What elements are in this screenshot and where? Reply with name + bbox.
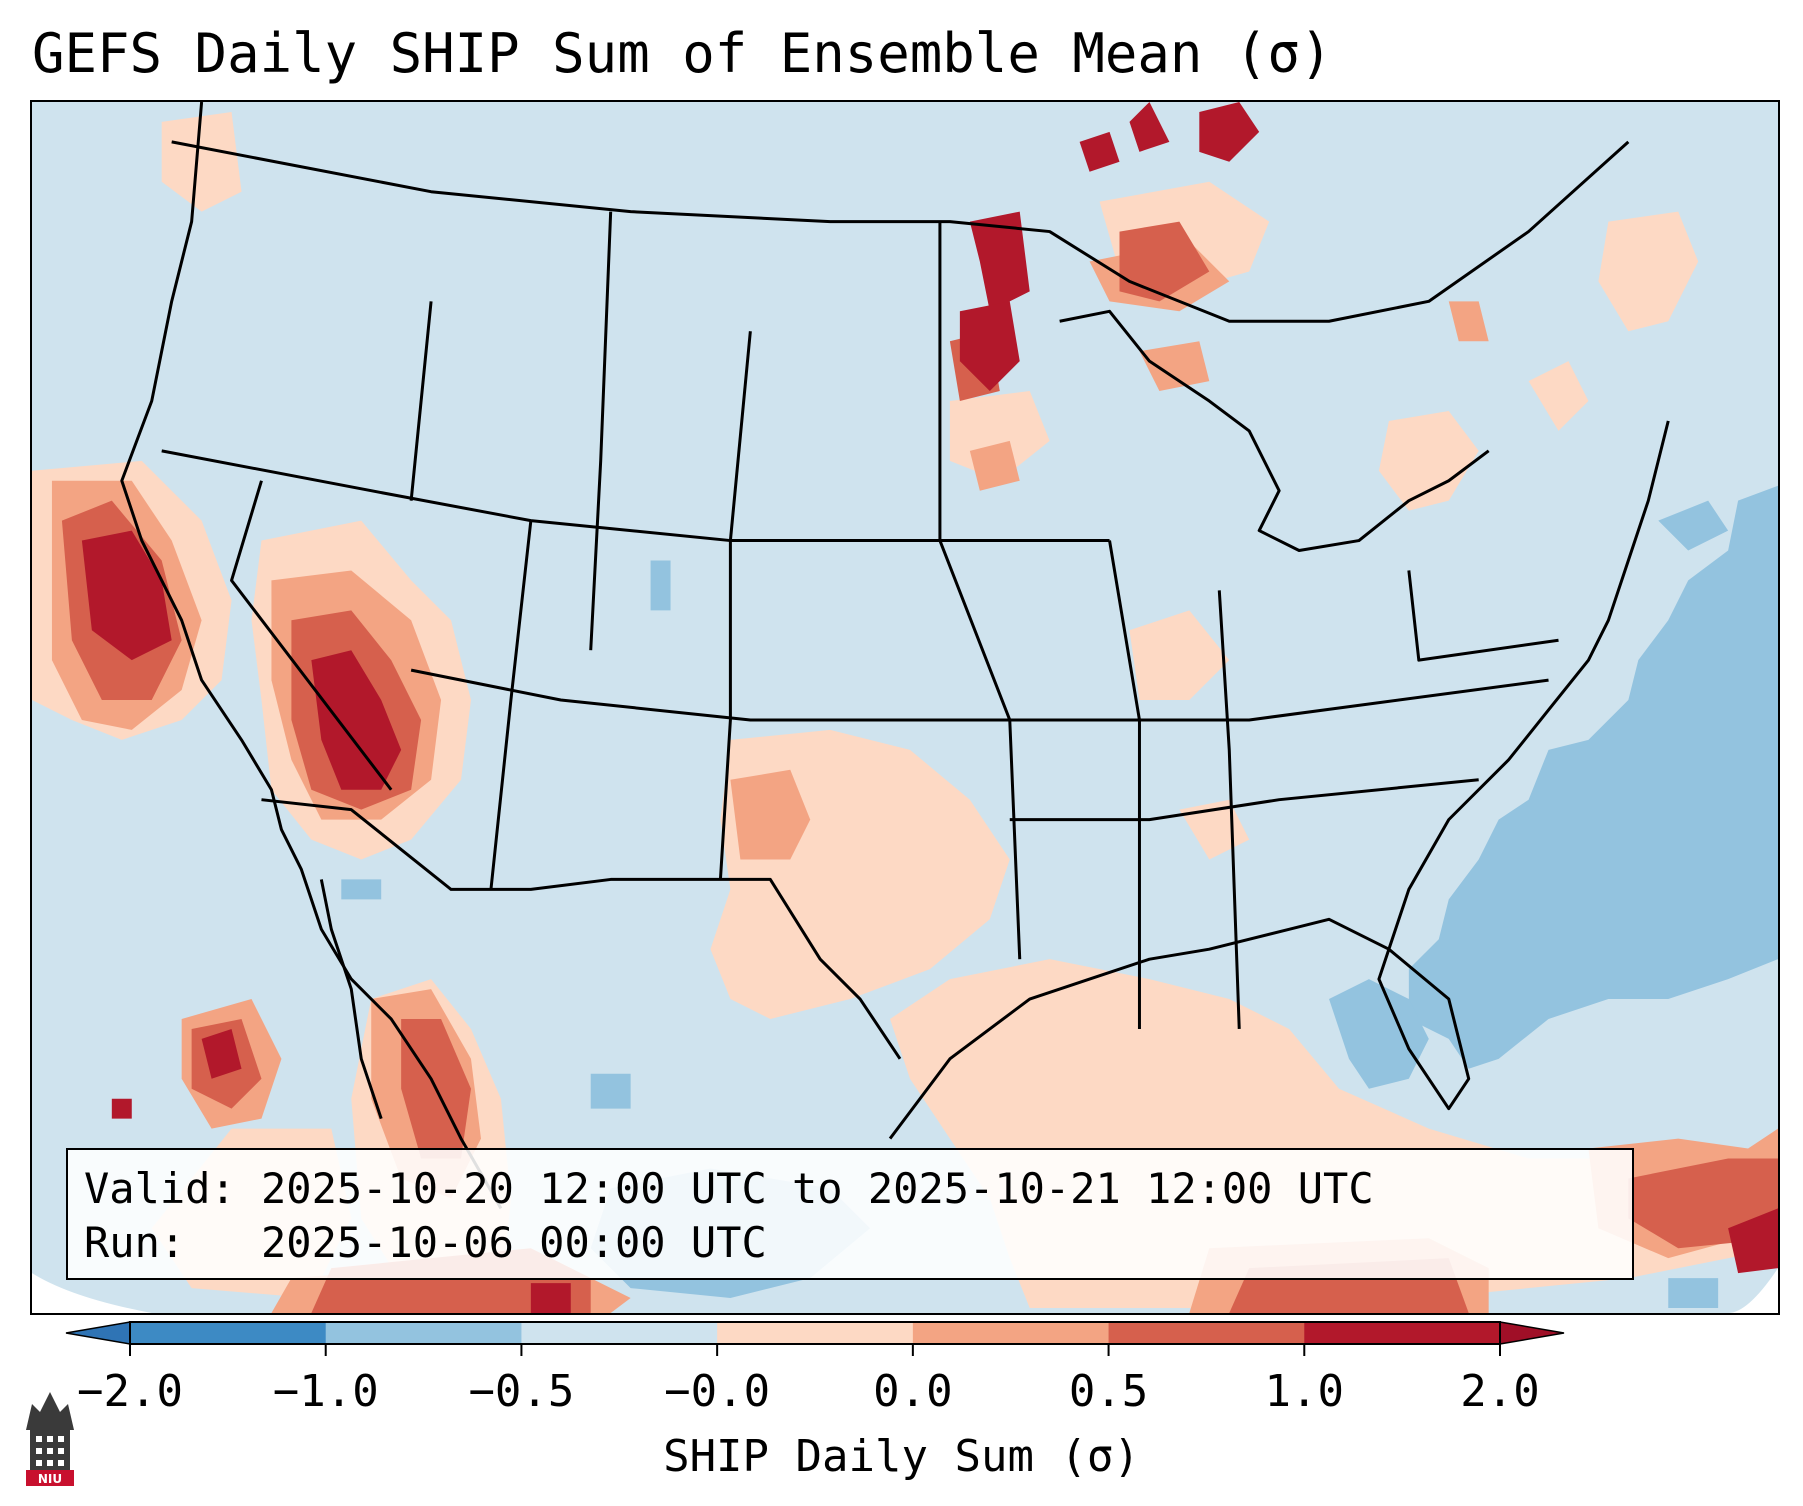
colorbar-tick-label: −0.0 xyxy=(664,1366,770,1417)
run-label: Run: xyxy=(84,1218,186,1267)
valid-run-info-box: Valid: 2025-10-20 12:00 UTC to 2025-10-2… xyxy=(66,1148,1634,1280)
colorbar-tick-label: −1.0 xyxy=(273,1366,379,1417)
state-line-13 xyxy=(728,331,752,541)
colorbar-outline xyxy=(129,1321,1501,1345)
colorbar: −2.0 −1.0 −0.5 −0.0 0.0 0.5 1.0 2.0 xyxy=(65,1321,1565,1417)
state-line-3 xyxy=(410,668,1549,722)
colorbar-extend-high xyxy=(1499,1321,1565,1345)
state-line-10 xyxy=(1009,778,1479,822)
colorbar-segment xyxy=(325,1322,522,1344)
state-line-5 xyxy=(718,540,732,880)
colorbar-extend-low xyxy=(65,1321,131,1345)
state-line-12 xyxy=(589,211,613,651)
logo-text: NIU xyxy=(38,1472,62,1486)
colorbar-tick-label: −0.5 xyxy=(468,1366,574,1417)
state-line-6 xyxy=(938,221,1022,960)
niu-logo-icon: NIU xyxy=(26,1392,74,1486)
valid-value: 2025-10-20 12:00 UTC to 2025-10-21 12:00… xyxy=(261,1164,1374,1213)
colorbar-segment xyxy=(912,1322,1110,1344)
state-line-2 xyxy=(230,480,393,791)
colorbar-segment xyxy=(717,1322,914,1344)
mexico-border xyxy=(261,798,902,1060)
colorbar-segment xyxy=(1304,1322,1501,1344)
extreme-positive-anomaly-field xyxy=(81,102,1778,1313)
colorbar-tick-label: 2.0 xyxy=(1460,1366,1539,1417)
colorbar-label: SHIP Daily Sum (σ) xyxy=(663,1431,1140,1482)
state-line-7 xyxy=(1108,540,1141,1029)
map-panel xyxy=(30,100,1780,1315)
run-value: 2025-10-06 00:00 UTC xyxy=(261,1218,767,1267)
colorbar-tick-label: 1.0 xyxy=(1265,1366,1344,1417)
colorbar-segment xyxy=(1108,1322,1305,1344)
state-line-4 xyxy=(489,520,533,890)
great-lakes-outline xyxy=(1059,309,1490,553)
state-line-9 xyxy=(1407,570,1559,662)
state-line-1 xyxy=(161,449,1110,543)
colorbar-segment xyxy=(521,1322,718,1344)
state-line-8 xyxy=(1217,590,1241,1029)
anomaly-map xyxy=(32,102,1778,1313)
colorbar-tick-label: 0.5 xyxy=(1069,1366,1148,1417)
colorbar-segment xyxy=(130,1322,327,1344)
gulf-coast-outline xyxy=(888,420,1670,1140)
colorbar-tick-label: −2.0 xyxy=(77,1366,183,1417)
state-line-11 xyxy=(409,301,433,501)
us-canada-border xyxy=(171,140,1630,323)
valid-label: Valid: xyxy=(84,1164,236,1213)
west-coast-outline xyxy=(120,102,503,1210)
coastlines-and-borders xyxy=(120,102,1670,1210)
colorbar-tick-label: 0.0 xyxy=(873,1366,952,1417)
map-title: GEFS Daily SHIP Sum of Ensemble Mean (σ) xyxy=(32,22,1333,85)
baja-outline xyxy=(319,879,383,1120)
